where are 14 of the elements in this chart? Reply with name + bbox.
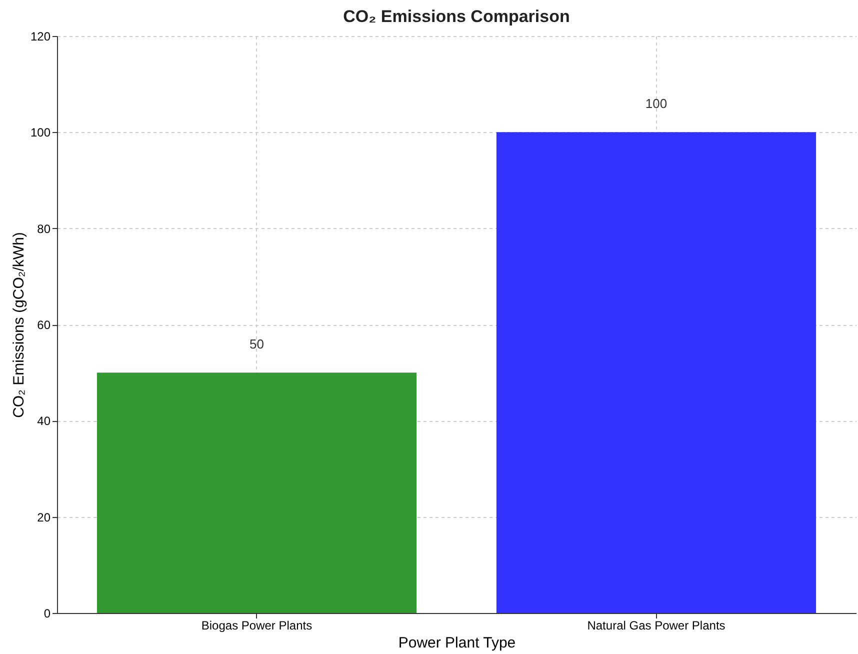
x-tick-label: Biogas Power Plants: [201, 618, 312, 632]
x-axis-title: Power Plant Type: [398, 634, 516, 652]
y-tick-label: 100: [30, 126, 51, 140]
y-tick-label: 20: [37, 510, 51, 524]
chart-title: CO₂ Emissions Comparison: [343, 7, 570, 26]
y-tick-label: 60: [37, 318, 51, 332]
y-tick-label: 120: [30, 30, 51, 44]
data-label: 100: [645, 96, 668, 112]
y-tick-label: 80: [37, 222, 51, 236]
y-tick-label: 0: [44, 606, 51, 620]
y-tick-label: 40: [37, 414, 51, 428]
data-label: 50: [250, 336, 264, 352]
x-tick-label: Natural Gas Power Plants: [587, 618, 726, 632]
y-axis-title: CO₂ Emissions (gCO₂/kWh): [10, 232, 28, 418]
